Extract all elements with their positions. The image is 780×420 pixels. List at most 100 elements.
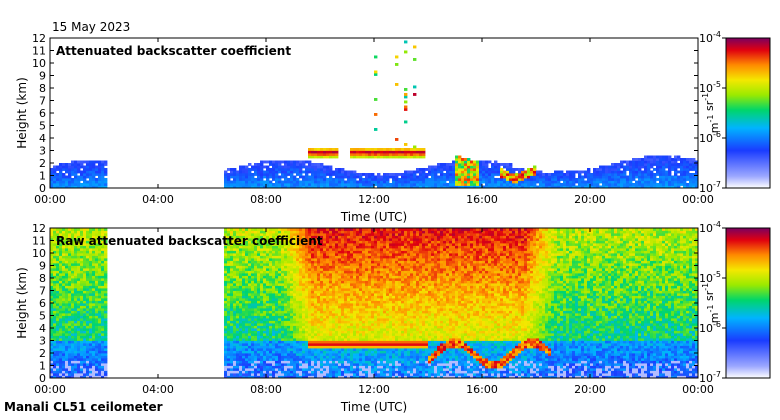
heatmap-cell: [290, 293, 294, 296]
heatmap-cell: [476, 175, 480, 179]
heatmap-cell: [80, 170, 84, 174]
heatmap-cell: [104, 275, 108, 279]
heatmap-cell: [557, 173, 561, 176]
heatmap-cell: [491, 173, 495, 176]
heatmap-cell: [239, 250, 243, 254]
heatmap-cell: [350, 178, 354, 181]
heatmap-cell: [620, 185, 624, 189]
heatmap-cell: [284, 340, 288, 344]
heatmap-cell: [86, 168, 90, 171]
heatmap-cell: [275, 255, 279, 259]
heatmap-cell: [227, 318, 231, 321]
heatmap-cell: [254, 373, 258, 376]
heatmap-cell: [278, 315, 282, 319]
heatmap-cell: [686, 170, 690, 174]
heatmap-cell: [254, 310, 258, 314]
heatmap-cell: [503, 185, 507, 189]
heatmap-cell: [296, 288, 300, 291]
heatmap-cell: [50, 338, 54, 341]
heatmap-cell: [284, 320, 288, 324]
heatmap-cell: [407, 173, 411, 176]
heatmap-cell: [332, 178, 336, 181]
heatmap-cell: [266, 358, 270, 361]
heatmap-cell: [236, 273, 240, 276]
heatmap-cell: [86, 298, 90, 301]
heatmap-cell: [254, 240, 258, 244]
heatmap-cell: [53, 263, 57, 266]
heatmap-cell: [251, 255, 255, 259]
heatmap-cell: [620, 180, 624, 184]
heatmap-cell: [248, 178, 252, 181]
heatmap-cell: [227, 353, 231, 356]
heatmap-cell: [248, 318, 252, 321]
heatmap-cell: [272, 345, 276, 349]
heatmap-cell: [239, 353, 243, 356]
heatmap-cell: [452, 165, 456, 169]
heatmap-cell: [617, 168, 621, 171]
heatmap-cell: [236, 333, 240, 336]
heatmap-cell: [329, 185, 333, 189]
heatmap-cell: [341, 178, 345, 181]
heatmap-cell: [413, 85, 417, 89]
heatmap-cell: [290, 315, 294, 319]
heatmap-cell: [281, 240, 285, 244]
heatmap-cell: [227, 273, 231, 276]
heatmap-cell: [227, 245, 231, 249]
heatmap-cell: [329, 180, 333, 184]
heatmap-cell: [284, 178, 288, 181]
heatmap-cell: [89, 345, 93, 349]
heatmap-cell: [284, 325, 288, 329]
heatmap-cell: [335, 185, 339, 189]
heatmap-cell: [260, 348, 264, 351]
heatmap-cell: [689, 168, 693, 171]
heatmap-cell: [236, 228, 240, 231]
heatmap-cell: [629, 163, 633, 166]
heatmap-cell: [530, 180, 534, 184]
heatmap-cell: [410, 180, 414, 184]
heatmap-cell: [584, 170, 588, 174]
heatmap-cell: [86, 318, 90, 321]
heatmap-cell: [611, 175, 615, 179]
heatmap-cell: [287, 348, 291, 351]
heatmap-cell: [83, 168, 87, 171]
heatmap-cell: [503, 178, 507, 181]
heatmap-cell: [317, 255, 321, 259]
heatmap-cell: [86, 293, 90, 296]
heatmap-cell: [77, 328, 81, 331]
heatmap-cell: [62, 278, 66, 281]
heatmap-cell: [281, 285, 285, 289]
heatmap-cell: [227, 278, 231, 281]
heatmap-cell: [260, 260, 264, 264]
heatmap-cell: [305, 245, 309, 249]
heatmap-cell: [248, 315, 252, 319]
heatmap-cell: [314, 165, 318, 169]
heatmap-cell: [299, 265, 303, 269]
heatmap-cell: [233, 180, 237, 184]
heatmap-cell: [335, 155, 339, 159]
heatmap-cell: [251, 300, 255, 304]
heatmap-cell: [665, 173, 669, 176]
heatmap-cell: [287, 258, 291, 261]
heatmap-cell: [344, 175, 348, 179]
heatmap-cell: [320, 155, 324, 159]
heatmap-cell: [311, 240, 315, 244]
heatmap-cell: [299, 348, 303, 351]
heatmap-cell: [380, 148, 384, 151]
heatmap-cell: [311, 305, 315, 309]
heatmap-cell: [74, 240, 78, 244]
heatmap-cell: [53, 343, 57, 346]
heatmap-cell: [422, 170, 426, 174]
heatmap-cell: [521, 168, 525, 171]
heatmap-cell: [317, 153, 321, 156]
heatmap-cell: [269, 330, 273, 334]
heatmap-cell: [65, 310, 69, 314]
heatmap-cell: [284, 335, 288, 339]
heatmap-cell: [683, 165, 687, 169]
heatmap-cell: [53, 368, 57, 371]
heatmap-cell: [689, 158, 693, 161]
heatmap-cell: [257, 175, 261, 179]
heatmap-cell: [50, 253, 54, 256]
heatmap-cell: [254, 360, 258, 364]
heatmap-cell: [236, 338, 240, 341]
heatmap-cell: [323, 353, 327, 356]
